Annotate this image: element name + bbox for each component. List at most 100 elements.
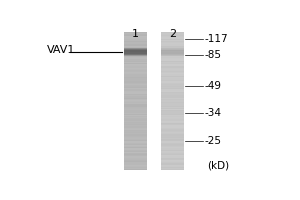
Bar [161, 72, 184, 73]
Bar [124, 101, 147, 102]
Bar [161, 84, 184, 85]
Bar [124, 124, 147, 125]
Bar [124, 116, 147, 117]
Bar [124, 161, 147, 162]
Bar [124, 71, 147, 72]
Bar [161, 50, 184, 51]
Bar [161, 102, 184, 103]
Bar [161, 56, 184, 57]
Bar [124, 63, 147, 64]
Text: VAV1: VAV1 [47, 45, 75, 55]
Bar [161, 37, 184, 39]
Bar [124, 61, 147, 62]
Bar [161, 151, 184, 152]
Bar [161, 47, 184, 48]
Bar [124, 46, 147, 47]
Bar [161, 132, 184, 133]
Bar [161, 57, 184, 58]
Bar [124, 167, 147, 168]
Bar [161, 100, 184, 101]
Bar [161, 78, 184, 79]
Bar [124, 52, 147, 54]
Bar [124, 131, 147, 132]
Bar [161, 115, 184, 116]
Bar [124, 133, 147, 134]
Bar [124, 168, 147, 169]
Bar [124, 129, 147, 130]
Bar [161, 144, 184, 145]
Bar [124, 109, 147, 110]
Bar [161, 54, 184, 55]
Bar [161, 117, 184, 118]
Bar [124, 40, 147, 41]
Bar [161, 46, 184, 47]
Bar [124, 134, 147, 136]
Text: -117: -117 [205, 34, 229, 44]
Bar [124, 32, 147, 33]
Bar [161, 42, 184, 43]
Bar [124, 91, 147, 92]
Bar [161, 161, 184, 162]
Bar [161, 126, 184, 128]
Bar [161, 63, 184, 64]
Bar [124, 66, 147, 68]
Bar [161, 162, 184, 163]
Bar [124, 34, 147, 35]
Bar [124, 74, 147, 76]
Bar [124, 77, 147, 78]
Bar [161, 165, 184, 166]
Bar [124, 104, 147, 106]
Bar [124, 39, 147, 40]
Bar [124, 141, 147, 143]
Bar [124, 160, 147, 161]
Bar [124, 85, 147, 86]
Bar [161, 143, 184, 144]
Bar [124, 159, 147, 160]
Bar [161, 58, 184, 59]
Bar [161, 133, 184, 134]
Bar [161, 166, 184, 167]
Bar [124, 163, 147, 165]
Bar [161, 169, 184, 170]
Bar [161, 109, 184, 110]
Bar [124, 143, 147, 144]
Bar [124, 118, 147, 119]
Bar [161, 101, 184, 102]
Bar [161, 70, 184, 71]
Bar [124, 84, 147, 85]
Bar [161, 68, 184, 69]
Bar [124, 95, 147, 96]
Bar [124, 96, 147, 98]
Bar [161, 48, 184, 49]
Bar [124, 62, 147, 63]
Bar [161, 106, 184, 107]
Bar [124, 128, 147, 129]
Bar [124, 107, 147, 108]
Bar [124, 102, 147, 103]
Bar [161, 107, 184, 108]
Bar [161, 167, 184, 168]
Bar [161, 41, 184, 42]
Bar [124, 121, 147, 122]
Bar [124, 48, 147, 49]
Bar [124, 136, 147, 137]
Bar [161, 111, 184, 113]
Bar [161, 136, 184, 137]
Bar [161, 156, 184, 158]
Bar [124, 47, 147, 48]
Bar [161, 52, 184, 54]
Bar [161, 51, 184, 52]
Bar [161, 119, 184, 121]
Bar [124, 58, 147, 59]
Bar [124, 165, 147, 166]
Bar [124, 35, 147, 36]
Bar [124, 51, 147, 52]
Bar [161, 71, 184, 72]
Text: (kD): (kD) [207, 161, 230, 171]
Bar [161, 76, 184, 77]
Bar [161, 158, 184, 159]
Bar [161, 74, 184, 76]
Bar [124, 155, 147, 156]
Bar [161, 114, 184, 115]
Bar [124, 148, 147, 150]
